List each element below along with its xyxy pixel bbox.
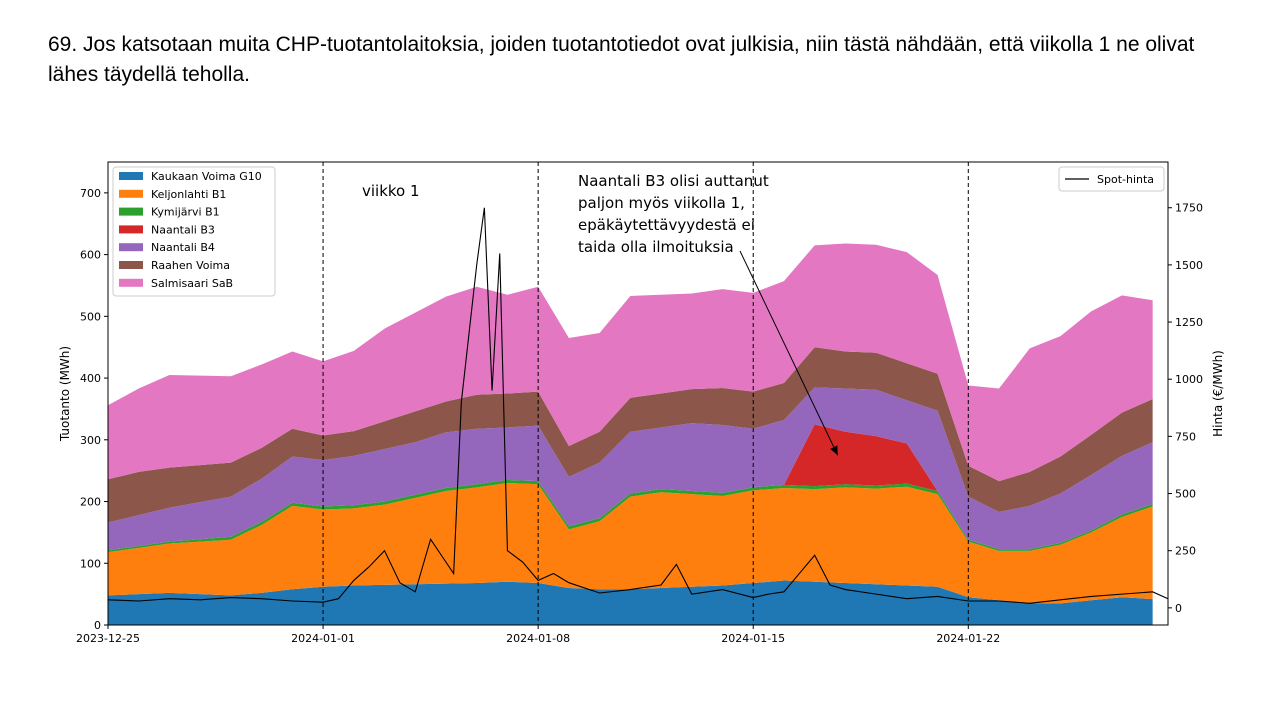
- legend-production: Kaukaan Voima G10 Keljonlahti B1 Kymijärvi…: [112, 166, 276, 297]
- spot-price-layer: [107, 207, 1169, 604]
- legend-swatch-raahen-voima: [119, 261, 143, 269]
- ytick-label-left: 700: [80, 187, 101, 200]
- annotation-line: Naantali B3 olisi auttanut: [578, 172, 769, 190]
- legend-swatch-naantali-b4: [119, 243, 143, 252]
- ytick-label-left: 200: [80, 496, 101, 509]
- legend-label-keljonlahti-b1: Keljonlahti B1: [151, 188, 226, 201]
- ytick-label-right: 1250: [1175, 316, 1203, 329]
- ytick-label-right: 1000: [1175, 373, 1203, 386]
- annotation-week-1: viikko 1: [362, 182, 420, 200]
- legend-label-spot-hinta: Spot-hinta: [1097, 173, 1154, 186]
- area-kymijarvi-b1: [108, 479, 1153, 553]
- ytick-label-right: 500: [1175, 488, 1196, 501]
- area-salmisaari-sab: [108, 243, 1153, 482]
- area-kaukaan-voima-g10: [108, 580, 1153, 625]
- ytick-label-right: 0: [1175, 602, 1182, 615]
- ytick-label-left: 100: [80, 557, 101, 570]
- ytick-label-right: 1750: [1175, 202, 1203, 215]
- area-keljonlahti-b1: [108, 483, 1153, 604]
- annotation-arrowhead: [830, 445, 838, 456]
- ytick-label-left: 0: [94, 619, 101, 632]
- xtick-label: 2024-01-08: [506, 632, 570, 645]
- legend-swatch-kaukaan-voima-g10: [119, 172, 143, 180]
- legend-swatch-salmisaari-sab: [119, 278, 143, 287]
- legend-label-salmisaari-sab: Salmisaari SaB: [151, 277, 233, 290]
- legend-swatch-naantali-b3: [119, 225, 143, 234]
- area-naantali-b4: [108, 387, 1153, 551]
- xtick-label: 2023-12-25: [76, 632, 140, 645]
- legend-swatch-keljonlahti-b1: [119, 189, 143, 198]
- legend-spot-price: Spot-hinta: [1058, 166, 1165, 192]
- legend-label-kymijarvi-b1: Kymijärvi B1: [151, 206, 220, 219]
- xtick-label: 2024-01-01: [291, 632, 355, 645]
- ytick-label-left: 600: [80, 249, 101, 262]
- legend-swatch-kymijarvi-b1: [119, 207, 143, 216]
- annotation-arrow: [739, 250, 839, 456]
- y-axis-label-right: Hinta (€/MWh): [1211, 350, 1225, 437]
- legend-box: [1058, 166, 1165, 192]
- annotation-line: taida olla ilmoituksia: [578, 238, 734, 256]
- area-naantali-b3: [108, 424, 1153, 551]
- legend-box: [112, 166, 276, 297]
- legend-label-naantali-b3: Naantali B3: [151, 223, 215, 236]
- legend-label-raahen-voima: Raahen Voima: [151, 259, 230, 272]
- annotation-naantali-b3: Naantali B3 olisi auttanut paljon myös vi…: [578, 172, 839, 456]
- legend-label-kaukaan-voima-g10: Kaukaan Voima G10: [151, 170, 262, 183]
- ytick-label-right: 1500: [1175, 259, 1203, 272]
- annotation-line: epäkäytettävyydestä ei: [578, 216, 755, 234]
- annotation-line: paljon myös viikolla 1,: [578, 194, 745, 212]
- ytick-label-right: 750: [1175, 430, 1196, 443]
- area-raahen-voima: [108, 347, 1153, 523]
- spot-price-line: [107, 207, 1169, 604]
- week-divider-lines: [322, 162, 969, 625]
- y-axis-label-left: Tuotanto (MWh): [58, 346, 72, 442]
- area-layer: [108, 243, 1153, 625]
- ytick-label-right: 250: [1175, 545, 1196, 558]
- ytick-label-left: 300: [80, 434, 101, 447]
- plot-frame: [107, 161, 1169, 626]
- ytick-label-left: 500: [80, 310, 101, 323]
- axes-layer: 0 100 200 300 400 500 600 700 0 250 500 750 1000 1250…: [76, 187, 1203, 645]
- xtick-label: 2024-01-22: [936, 632, 1000, 645]
- ytick-label-left: 400: [80, 372, 101, 385]
- slide-title: 69. Jos katsotaan muita CHP-tuotantolait…: [48, 33, 1195, 86]
- xtick-label: 2024-01-15: [721, 632, 785, 645]
- legend-label-naantali-b4: Naantali B4: [151, 241, 215, 254]
